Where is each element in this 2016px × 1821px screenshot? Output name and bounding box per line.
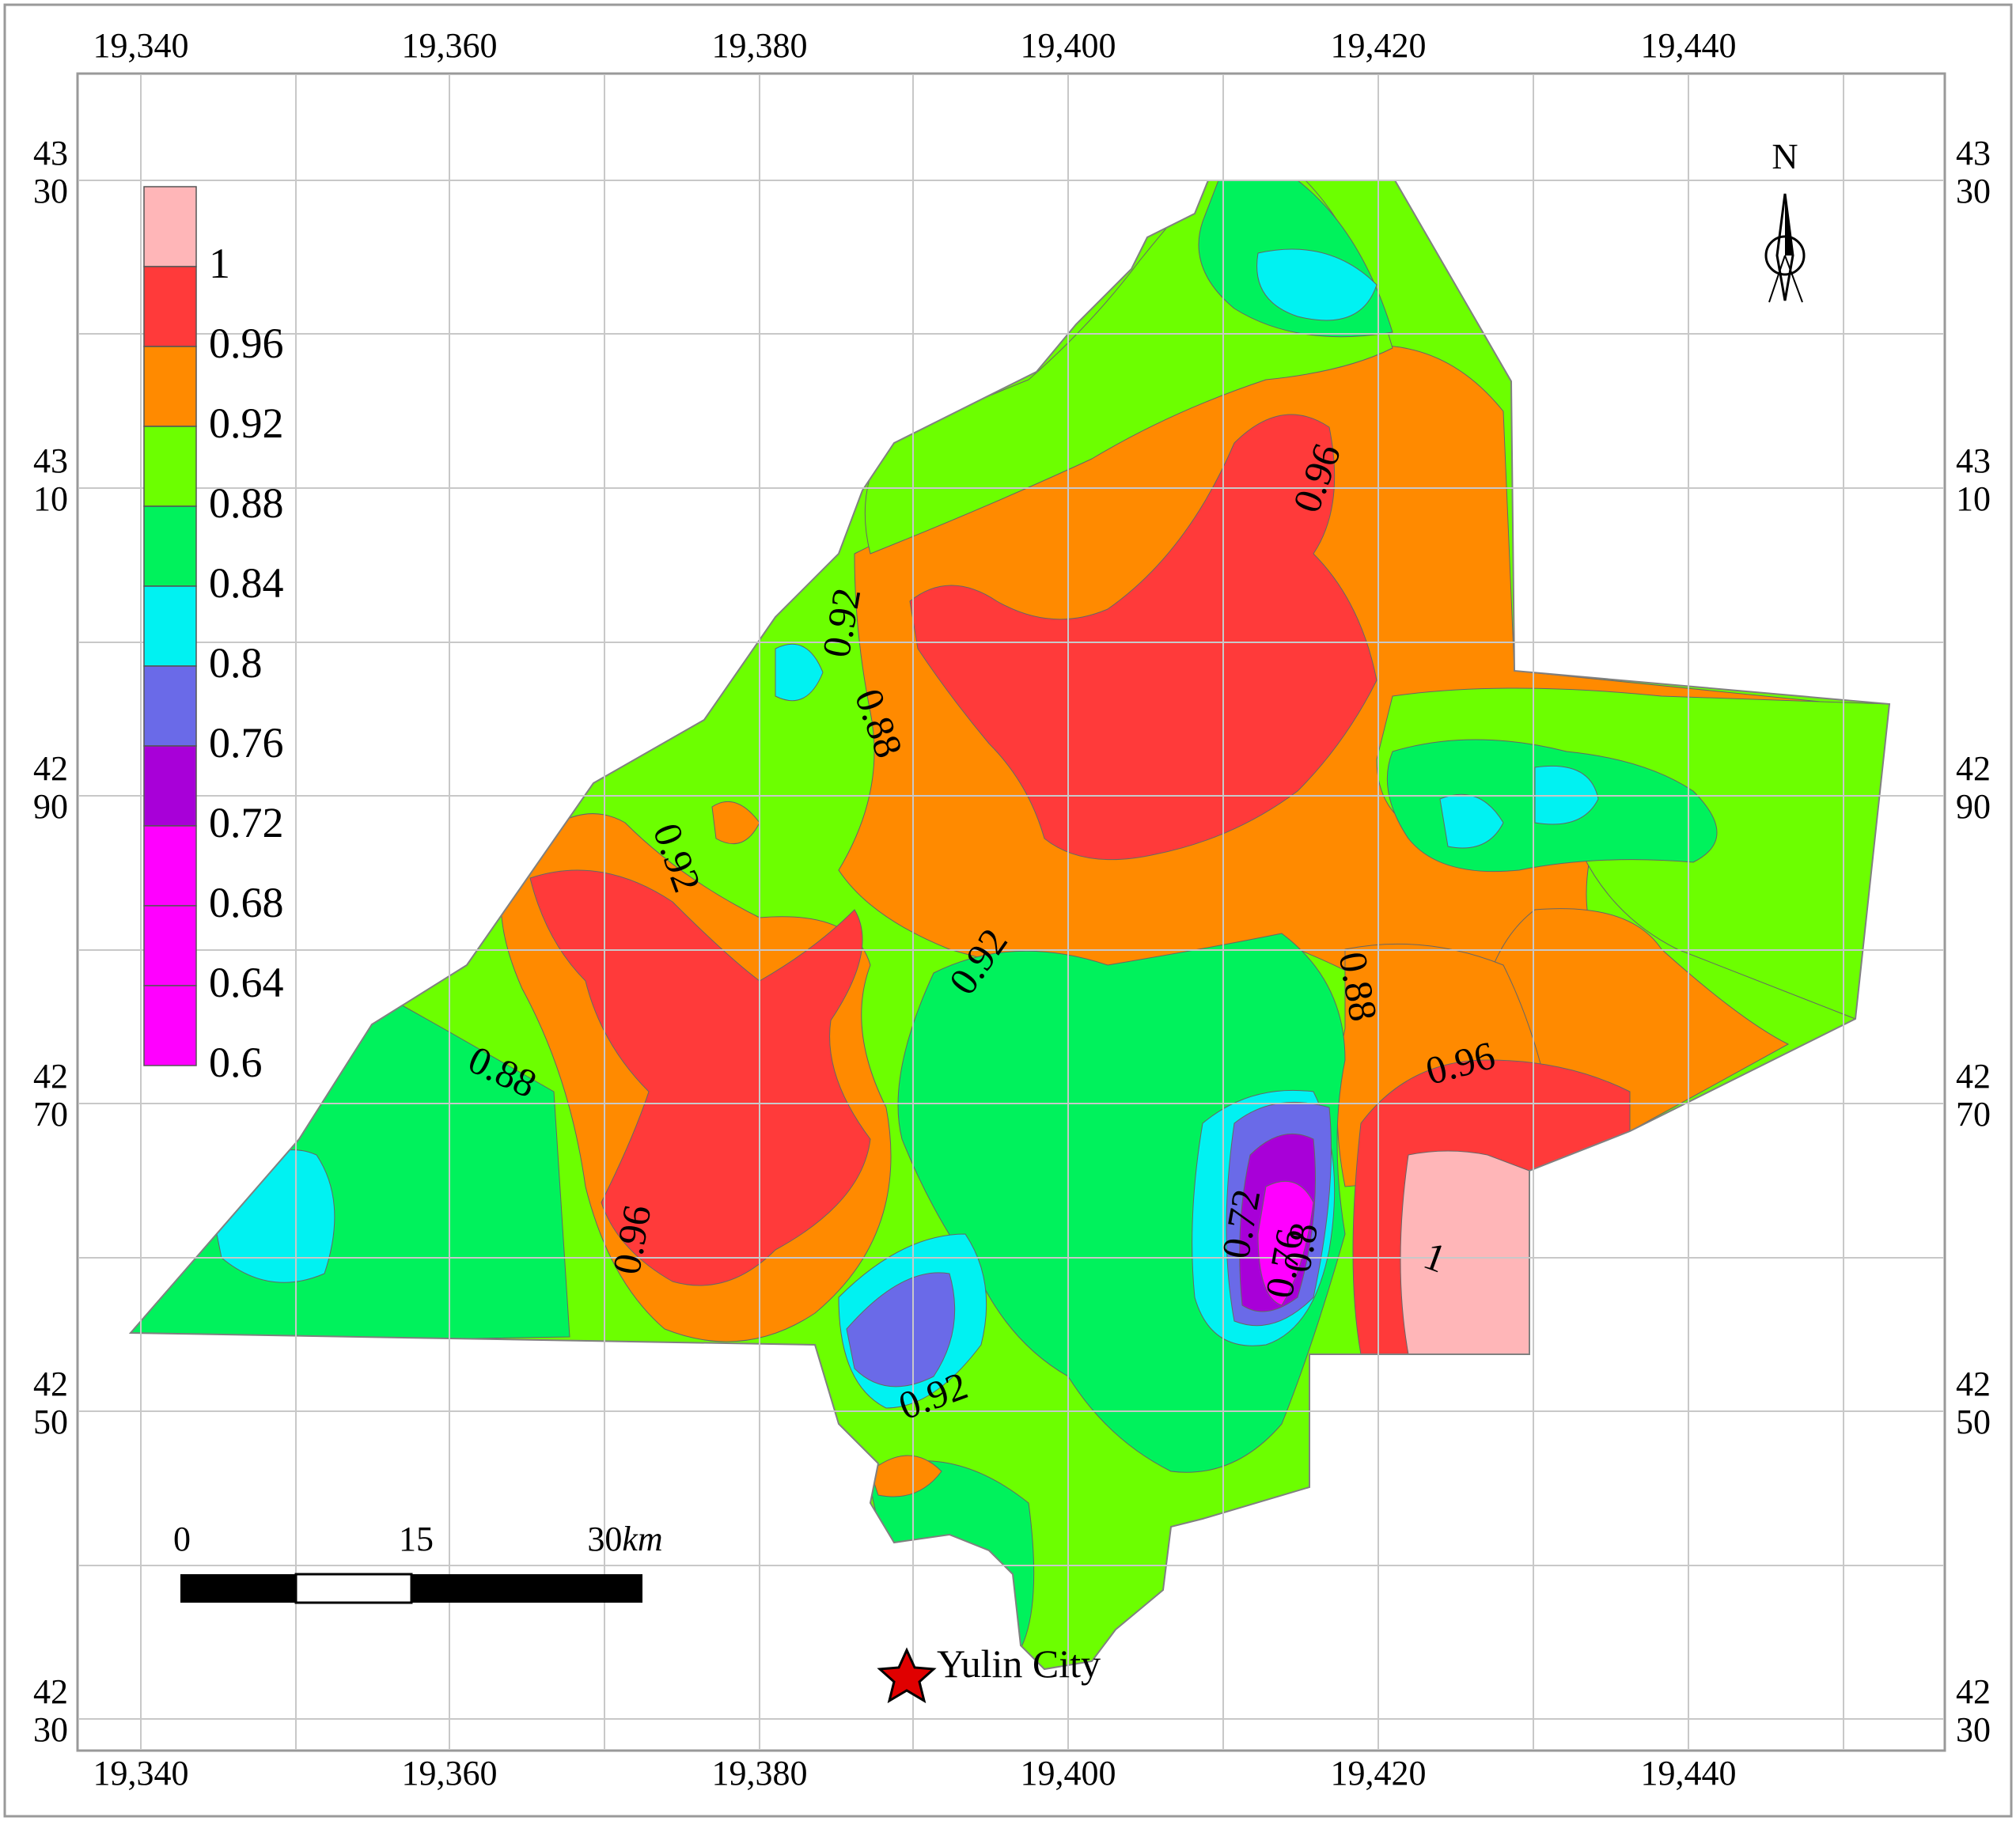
legend-swatch-8 [143,825,197,907]
x-tick-top-5: 19,440 [1641,26,1737,65]
graticule [79,75,1943,1749]
place-label: Yulin City [937,1641,1101,1686]
fill-n-096 [909,414,1377,861]
x-tick-top-4: 19,420 [1331,26,1427,65]
legend-swatch-5 [143,585,197,667]
x-tick-bottom-2: 19,380 [712,1754,808,1793]
y-tick-left-4-a: 42 [33,1365,68,1403]
fill-e-080a [1439,793,1504,849]
legend-label-1: 0.96 [209,320,284,367]
scale-unit: km [622,1520,662,1558]
legend-swatch-4 [143,505,197,587]
scale-bar: 0 15 30km [173,1520,663,1604]
fill-se-100 [1400,1150,1530,1355]
legend-swatch-10 [143,985,197,1066]
y-tick-right-0-a: 43 [1956,134,1991,172]
y-tick-right-2-b: 90 [1956,787,1991,826]
scale-segment-3 [411,1574,642,1603]
fill-s-076 [846,1272,956,1388]
legend-label-10: 0.6 [209,1039,263,1086]
fill-dot-080 [775,643,824,702]
y-tick-right-1-b: 10 [1956,479,1991,518]
y-tick-right-5-a: 42 [1956,1672,1991,1711]
y-tick-left-1-b: 10 [33,479,68,518]
scale-segment-2 [294,1573,413,1604]
legend-swatch-6 [143,665,197,747]
legend-swatch-2 [143,346,197,427]
y-tick-right-2-a: 42 [1956,749,1991,788]
x-tick-top-2: 19,380 [712,26,808,65]
yulin-city-marker: Yulin City [877,1641,1101,1704]
y-tick-left-5-b: 30 [33,1710,68,1749]
y-tick-left-2-a: 42 [33,749,68,788]
region-outline [128,180,1891,1671]
scale-label-15: 15 [399,1520,434,1558]
y-tick-left-0-b: 30 [33,172,68,210]
y-tick-left-2-b: 90 [33,787,68,826]
legend: 1 0.96 0.92 0.88 0.84 0.8 0.76 0.72 0.68 0.64 0.6 [143,186,284,1086]
fill-center-068 [1257,1180,1314,1306]
legend-label-8: 0.68 [209,879,284,926]
y-tick-right-5-b: 30 [1956,1710,1991,1749]
y-tick-left-3-b: 70 [33,1095,68,1134]
y-tick-left-0-a: 43 [33,134,68,172]
scale-label-30-number: 30 [587,1520,622,1558]
legend-label-0: 1 [209,240,230,287]
north-arrow-icon [1764,193,1806,303]
legend-label-2: 0.92 [209,399,284,447]
legend-label-9: 0.64 [209,959,284,1006]
y-tick-right-1-a: 43 [1956,441,1991,480]
fill-sw-096 [529,869,871,1286]
x-tick-bottom-1: 19,360 [402,1754,498,1793]
legend-swatch-0 [143,186,197,267]
y-tick-right-4-a: 42 [1956,1365,1991,1403]
star-icon [877,1647,937,1704]
x-tick-bottom-3: 19,400 [1021,1754,1116,1793]
scale-segment-1 [180,1574,296,1603]
legend-swatch-1 [143,266,197,347]
x-tick-bottom-4: 19,420 [1331,1754,1427,1793]
legend-swatch-9 [143,905,197,986]
x-tick-bottom-0: 19,340 [93,1754,189,1793]
legend-label-3: 0.88 [209,479,284,527]
legend-label-7: 0.72 [209,799,284,846]
fill-n-080 [1256,248,1377,321]
y-tick-left-4-b: 50 [33,1403,68,1441]
north-label: N [1772,136,1798,176]
fill-south-092 [870,1455,942,1497]
tick-labels: 19,340 19,360 19,380 19,400 19,420 19,440 19,3… [33,26,1991,1793]
contour-label-13: 0.8 [1274,1219,1326,1275]
scale-label-0: 0 [173,1520,191,1558]
x-tick-top-1: 19,360 [402,26,498,65]
legend-swatch-3 [143,426,197,507]
y-tick-right-3-b: 70 [1956,1095,1991,1134]
x-tick-bottom-5: 19,440 [1641,1754,1737,1793]
north-arrow: N [1764,136,1806,303]
legend-label-4: 0.84 [209,559,284,607]
legend-label-6: 0.76 [209,719,284,767]
y-tick-right-0-b: 30 [1956,172,1991,210]
y-tick-left-3-a: 42 [33,1057,68,1096]
y-tick-left-5-a: 42 [33,1672,68,1711]
y-tick-left-1-a: 43 [33,441,68,480]
y-tick-right-3-a: 42 [1956,1057,1991,1096]
scale-label-30: 30km [587,1520,662,1558]
x-tick-top-0: 19,340 [93,26,189,65]
legend-swatch-7 [143,745,197,827]
legend-label-5: 0.8 [209,639,263,687]
y-tick-right-4-b: 50 [1956,1403,1991,1441]
x-tick-top-3: 19,400 [1021,26,1116,65]
